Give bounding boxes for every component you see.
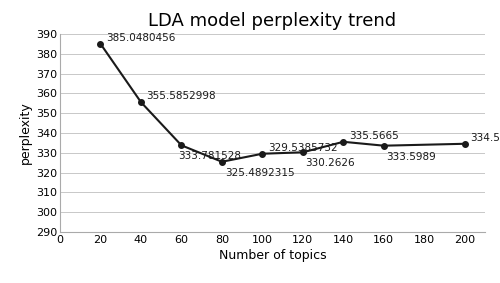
Text: 325.4892315: 325.4892315 xyxy=(224,168,294,178)
Text: 335.5665: 335.5665 xyxy=(349,131,399,141)
Text: 334.5656: 334.5656 xyxy=(470,133,500,143)
X-axis label: Number of topics: Number of topics xyxy=(218,249,326,262)
Text: 333.5989: 333.5989 xyxy=(386,152,436,162)
Text: 329.5385732: 329.5385732 xyxy=(268,143,338,153)
Text: 355.5852998: 355.5852998 xyxy=(146,91,216,101)
Text: 330.2626: 330.2626 xyxy=(306,158,356,168)
Title: LDA model perplexity trend: LDA model perplexity trend xyxy=(148,12,396,30)
Y-axis label: perplexity: perplexity xyxy=(19,102,32,164)
Text: 385.0480456: 385.0480456 xyxy=(106,33,176,43)
Text: 333.781528: 333.781528 xyxy=(178,151,242,161)
